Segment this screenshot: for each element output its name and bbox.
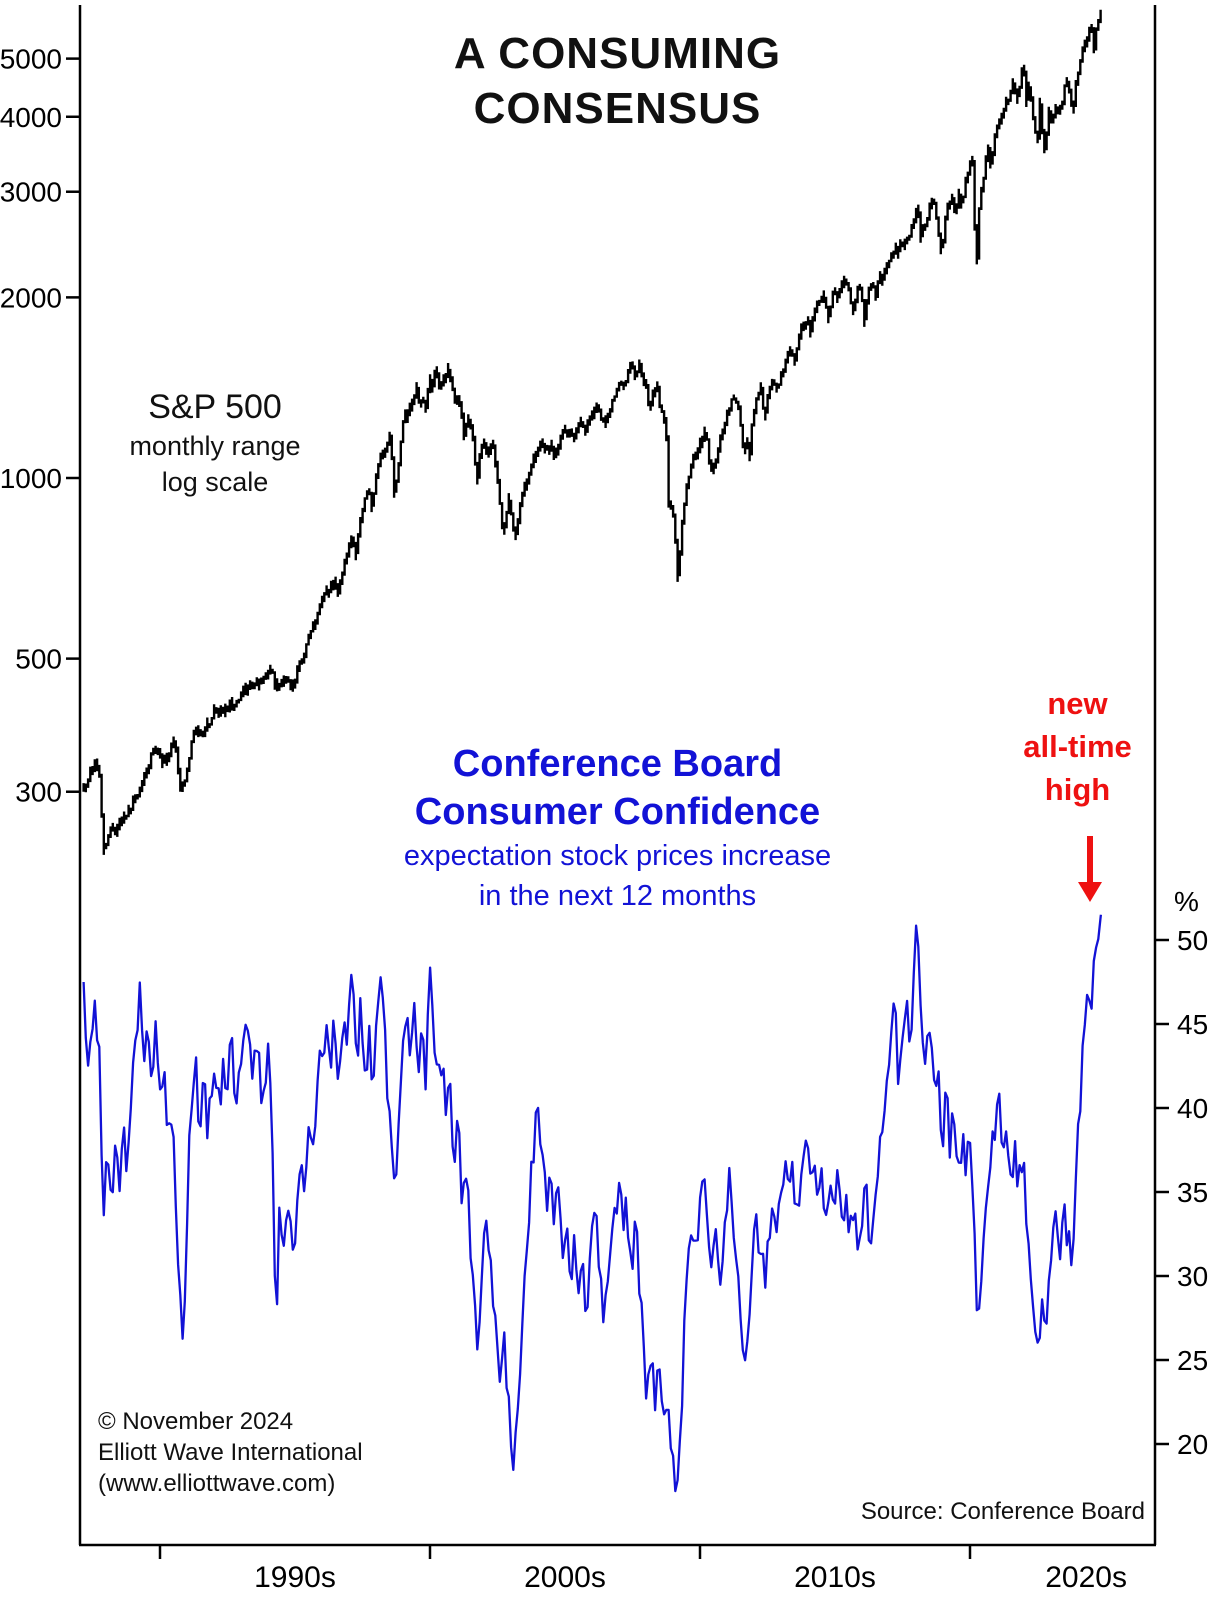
high-annotation-line3: high [1044,772,1111,807]
sp500-series [82,9,1102,855]
y-axis-right-tick-label: 45 [1177,1009,1208,1040]
new-all-time-high-annotation: new all-time high [1000,682,1155,811]
all-time-high-arrow-head [1078,882,1102,902]
cc-label-line2: Consumer Confidence [414,791,821,833]
x-axis-decade-label: 2010s [794,1561,876,1594]
y-axis-left-tick-label: 5000 [0,44,62,75]
y-axis-right-tick-label: 35 [1177,1177,1208,1208]
consumer-confidence-series [82,914,1103,1493]
y-axis-right-tick-label: 50 [1177,925,1208,956]
cc-label-sub2: in the next 12 months [478,880,757,912]
cc-label-line1: Conference Board [452,743,783,785]
x-axis-decade-label: 2020s [1045,1561,1127,1594]
y-axis-right-tick-label: 20 [1177,1429,1208,1460]
y-axis-right-tick-label: 40 [1177,1093,1208,1124]
cc-label-sub1: expectation stock prices increase [403,840,832,872]
high-annotation-line2: all-time [1023,729,1132,764]
y-axis-left-tick-label: 500 [15,644,62,675]
copyright-line2: Elliott Wave International [98,1439,363,1466]
y-axis-left-tick-label: 300 [15,777,62,808]
x-axis-decade-label: 1990s [254,1561,336,1594]
y-axis-left-tick-label: 3000 [0,177,62,208]
x-axis-decade-label: 2000s [524,1561,606,1594]
y-axis-left-tick-label: 2000 [0,282,62,313]
y-axis-left-tick-label: 4000 [0,102,62,133]
sp500-label-sub2: log scale [161,467,269,497]
y-axis-left-tick-label: 1000 [0,463,62,494]
copyright-line1: © November 2024 [98,1408,294,1435]
sp500-label-name: S&P 500 [148,388,282,426]
consumer-confidence-series-label: Conference Board Consumer Confidence exp… [80,740,1155,916]
copyright-block: © November 2024 Elliott Wave Internation… [98,1406,363,1499]
copyright-line3: (www.elliottwave.com) [98,1470,336,1497]
source-label: Source: Conference Board [860,1498,1145,1525]
high-annotation-line1: new [1047,686,1108,721]
chart-title-line1: A CONSUMING [453,29,782,78]
sp500-series-label: S&P 500 monthly range log scale [90,386,340,500]
y-axis-right-tick-label: 25 [1177,1345,1208,1376]
right-axis-unit-label: % [1174,886,1199,917]
sp500-label-sub1: monthly range [129,431,301,461]
y-axis-right-tick-label: 30 [1177,1261,1208,1292]
chart-title-line2: CONSENSUS [473,84,762,133]
chart-title: A CONSUMING CONSENSUS [80,26,1155,136]
